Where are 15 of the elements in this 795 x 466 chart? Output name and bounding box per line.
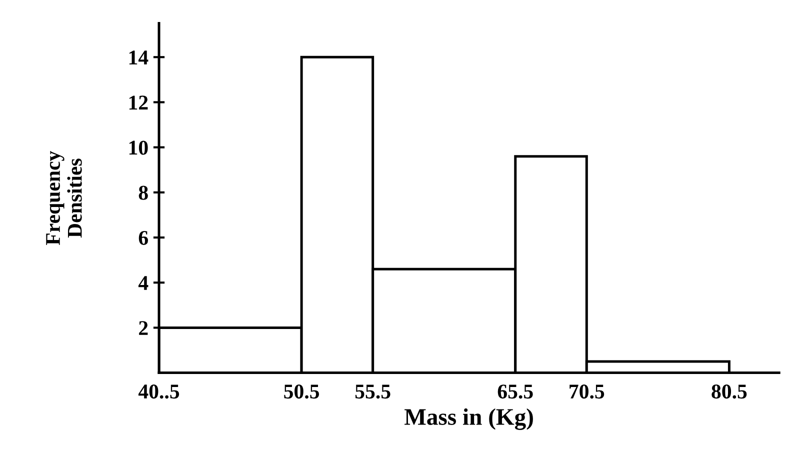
x-tick-label: 70.5: [570, 384, 604, 399]
y-tick-label: 2: [139, 321, 148, 335]
y-tick-label: 8: [138, 186, 148, 200]
y-tick-label: 4: [138, 276, 148, 290]
x-tick-label: 65.5: [498, 384, 533, 399]
y-tick-label: 12: [129, 96, 148, 110]
x-tick-label: 50.5: [284, 384, 320, 399]
x-tick-label: 40..5: [138, 384, 180, 399]
y-tick-label: 6: [138, 230, 148, 245]
x-tick-label: 55.5: [355, 384, 390, 399]
y-tick-label: 10: [129, 140, 148, 155]
x-axis-title: Mass in (Kg): [404, 408, 533, 430]
x-tick-label: 80.5: [712, 384, 747, 399]
y-tick-label: 14: [129, 50, 148, 64]
y-axis-title: Frequency Densities: [46, 150, 82, 245]
